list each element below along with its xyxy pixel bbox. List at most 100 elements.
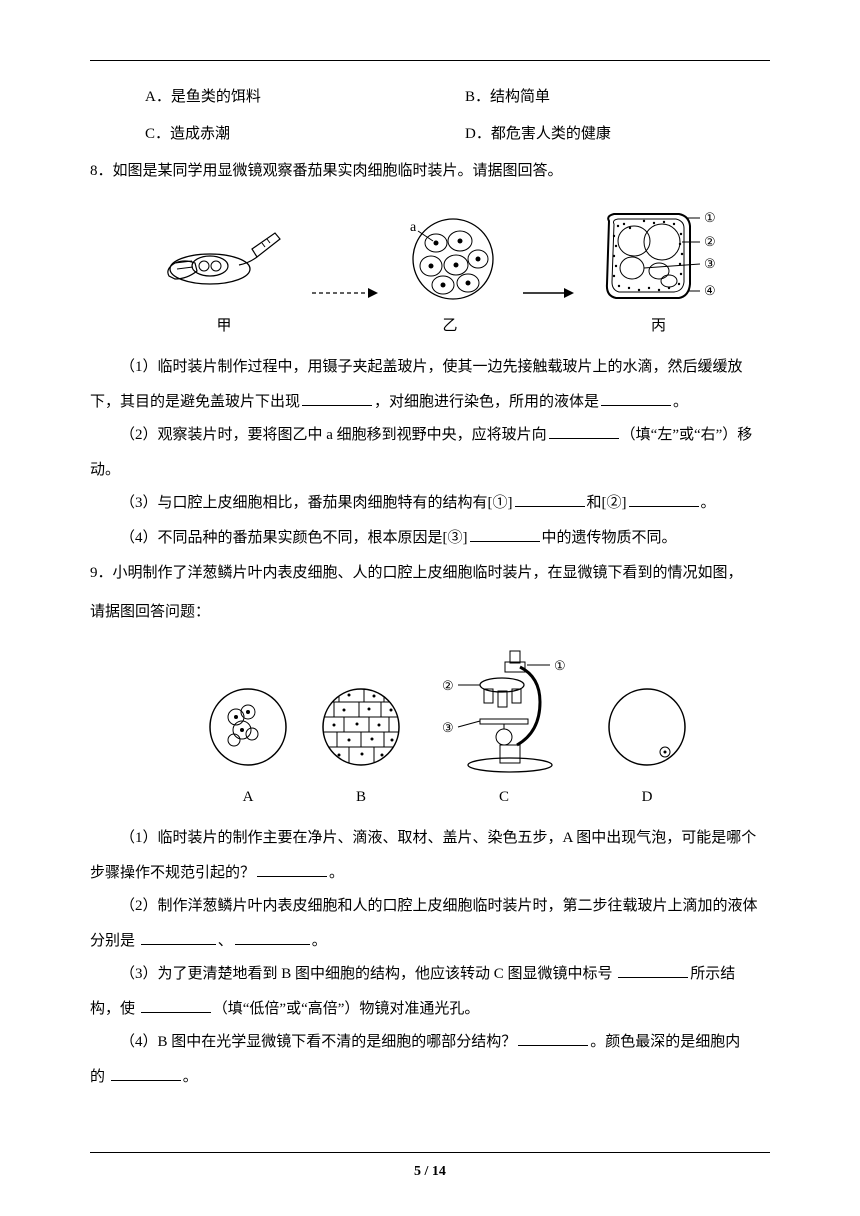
bubbles-view-icon — [206, 682, 291, 777]
q9-stema-text: 小明制作了洋葱鳞片叶内表皮细胞、人的口腔上皮细胞临时装片，在显微镜下看到的情况如… — [113, 565, 743, 581]
q7-option-b: B．结构简单 — [465, 81, 770, 114]
q9-p3a: （3）为了更清楚地看到 B 图中细胞的结构，他应该转动 C 图显微镜中标号 所示… — [90, 958, 770, 991]
q9-p4b: 的 。 — [90, 1061, 770, 1094]
svg-text:④: ④ — [704, 283, 716, 298]
q8-label-jia: 甲 — [157, 310, 292, 343]
q8-p4-end: 中的遗传物质不同。 — [542, 530, 677, 546]
q8-arrow2 — [521, 283, 576, 343]
page-number: 5 / 14 — [414, 1164, 446, 1179]
svg-text:③: ③ — [442, 720, 454, 735]
q9-p2b-sep: 、 — [218, 933, 233, 949]
q7-option-c: C．造成赤潮 — [145, 118, 465, 151]
blank[interactable] — [549, 423, 619, 440]
q7-options-row2: C．造成赤潮 D．都危害人类的健康 — [90, 118, 770, 151]
q8-p4-pre: （4）不同品种的番茄果实颜色不同，根本原因是[③] — [120, 530, 468, 546]
q8-p2a-pre: （2）观察装片时，要将图乙中 a 细胞移到视野中央，应将玻片向 — [120, 427, 547, 443]
blank[interactable] — [141, 997, 211, 1014]
svg-text:①: ① — [704, 210, 716, 225]
q8-p1b-end: 。 — [673, 394, 688, 410]
q9-p4a: （4）B 图中在光学显微镜下看不清的是细胞的哪部分结构？ 。颜色最深的是细胞内 — [90, 1026, 770, 1059]
q8-p1b-pre: 下，其目的是避免盖玻片下出现 — [90, 394, 300, 410]
q8-figure-row: 甲 a 乙 — [110, 206, 770, 343]
q9-p3a-pre: （3）为了更清楚地看到 B 图中细胞的结构，他应该转动 C 图显微镜中标号 — [120, 966, 616, 982]
q9-label-d: D — [605, 781, 690, 814]
q9-label-a: A — [206, 781, 291, 814]
q7-options-row1: A．是鱼类的饵料 B．结构简单 — [90, 81, 770, 114]
q9-figure-row: A B — [125, 647, 770, 814]
blank[interactable] — [618, 962, 688, 979]
svg-text:②: ② — [704, 234, 716, 249]
q9-label-b: B — [319, 781, 404, 814]
q9-number: 9． — [90, 565, 113, 581]
q9-p2b-pre: 分别是 — [90, 933, 139, 949]
q9-p2b: 分别是 、 。 — [90, 925, 770, 958]
blank[interactable] — [518, 1030, 588, 1047]
q8-label-yi: 乙 — [398, 310, 503, 343]
blank[interactable] — [302, 390, 372, 407]
q8-p3: （3）与口腔上皮细胞相比，番茄果肉细胞特有的结构有[①]和[②]。 — [90, 487, 770, 520]
q8-p1a: （1）临时装片制作过程中，用镊子夹起盖玻片，使其一边先接触载玻片上的水滴，然后缓… — [90, 351, 770, 384]
top-rule — [90, 60, 770, 61]
q9-fig-d: D — [605, 682, 690, 814]
q9-p1b-pre: 步骤操作不规范引起的？ — [90, 865, 255, 881]
blank[interactable] — [470, 526, 540, 543]
page-footer: 5 / 14 — [0, 1152, 860, 1188]
q9-stem-b: 请据图回答问题： — [90, 596, 770, 629]
svg-text:②: ② — [442, 678, 454, 693]
q9-label-c: C — [432, 781, 577, 814]
q9-stem-a: 9．小明制作了洋葱鳞片叶内表皮细胞、人的口腔上皮细胞临时装片，在显微镜下看到的情… — [90, 557, 770, 590]
q9-p1b: 步骤操作不规范引起的？ 。 — [90, 857, 770, 890]
q9-p4b-end: 。 — [183, 1069, 198, 1085]
q9-p1a: （1）临时装片的制作主要在净片、滴液、取材、盖片、染色五步，A 图中出现气泡，可… — [90, 822, 770, 855]
q8-p2b: 动。 — [90, 454, 770, 487]
blank[interactable] — [141, 929, 216, 946]
q9-p2a: （2）制作洋葱鳞片叶内表皮细胞和人的口腔上皮细胞临时装片时，第二步往载玻片上滴加… — [90, 890, 770, 923]
q7-option-a: A．是鱼类的饵料 — [145, 81, 465, 114]
q9-p4a-end: 。颜色最深的是细胞内 — [590, 1034, 740, 1050]
q8-stem: 8．如图是某同学用显微镜观察番茄果实肉细胞临时装片。请据图回答。 — [90, 155, 770, 188]
blank[interactable] — [601, 390, 671, 407]
q8-p1b: 下，其目的是避免盖玻片下出现 ，对细胞进行染色，所用的液体是 。 — [90, 386, 770, 419]
q8-stem-text: 如图是某同学用显微镜观察番茄果实肉细胞临时装片。请据图回答。 — [113, 163, 563, 179]
q8-label-bing: 丙 — [594, 310, 724, 343]
q8-p2a: （2）观察装片时，要将图乙中 a 细胞移到视野中央，应将玻片向 （填“左”或“右”… — [90, 419, 770, 452]
blank[interactable] — [257, 861, 327, 878]
q9-p4b-pre: 的 — [90, 1069, 109, 1085]
microscope-icon: ① ② ③ — [432, 647, 577, 777]
q8-p4: （4）不同品种的番茄果实颜色不同，根本原因是[③] 中的遗传物质不同。 — [90, 522, 770, 555]
arrow-dash-icon — [310, 283, 380, 303]
q8-p3-mid: 和[②] — [587, 495, 627, 511]
blank[interactable] — [111, 1065, 181, 1082]
q9-p1b-end: 。 — [329, 865, 344, 881]
q9-p3a-end: 所示结 — [690, 966, 735, 982]
cells-circle-icon: a — [398, 211, 503, 306]
hand-drawing-icon — [157, 221, 292, 306]
svg-text:③: ③ — [704, 256, 716, 271]
q9-p3b-end: （填“低倍”或“高倍”）物镜对准通光孔。 — [213, 1001, 480, 1017]
blank[interactable] — [515, 491, 585, 508]
q8-label-a: a — [410, 220, 417, 235]
blank[interactable] — [235, 929, 310, 946]
q8-p2a-mid: （填“左”或“右”）移 — [621, 427, 753, 443]
q8-number: 8． — [90, 163, 113, 179]
q9-p2b-end: 。 — [312, 933, 327, 949]
q7-option-d: D．都危害人类的健康 — [465, 118, 770, 151]
q8-fig-jia: 甲 — [157, 221, 292, 343]
q8-fig-yi: a 乙 — [398, 211, 503, 343]
q9-p3b-pre: 构，使 — [90, 1001, 139, 1017]
single-dot-view-icon — [605, 682, 690, 777]
q9-p4a-pre: （4）B 图中在光学显微镜下看不清的是细胞的哪部分结构？ — [120, 1034, 516, 1050]
q9-p3b: 构，使 （填“低倍”或“高倍”）物镜对准通光孔。 — [90, 993, 770, 1026]
q9-fig-a: A — [206, 682, 291, 814]
onion-cells-icon — [319, 682, 404, 777]
q9-fig-b: B — [319, 682, 404, 814]
single-cell-icon: ① ② ③ ④ — [594, 206, 724, 306]
q8-arrow1 — [310, 283, 380, 343]
q8-p1b-mid: ，对细胞进行染色，所用的液体是 — [374, 394, 599, 410]
svg-text:①: ① — [554, 658, 566, 673]
q9-fig-c: ① ② ③ C — [432, 647, 577, 814]
q8-p3-pre: （3）与口腔上皮细胞相比，番茄果肉细胞特有的结构有[①] — [120, 495, 513, 511]
q8-fig-bing: ① ② ③ ④ 丙 — [594, 206, 724, 343]
arrow-solid-icon — [521, 283, 576, 303]
blank[interactable] — [629, 491, 699, 508]
